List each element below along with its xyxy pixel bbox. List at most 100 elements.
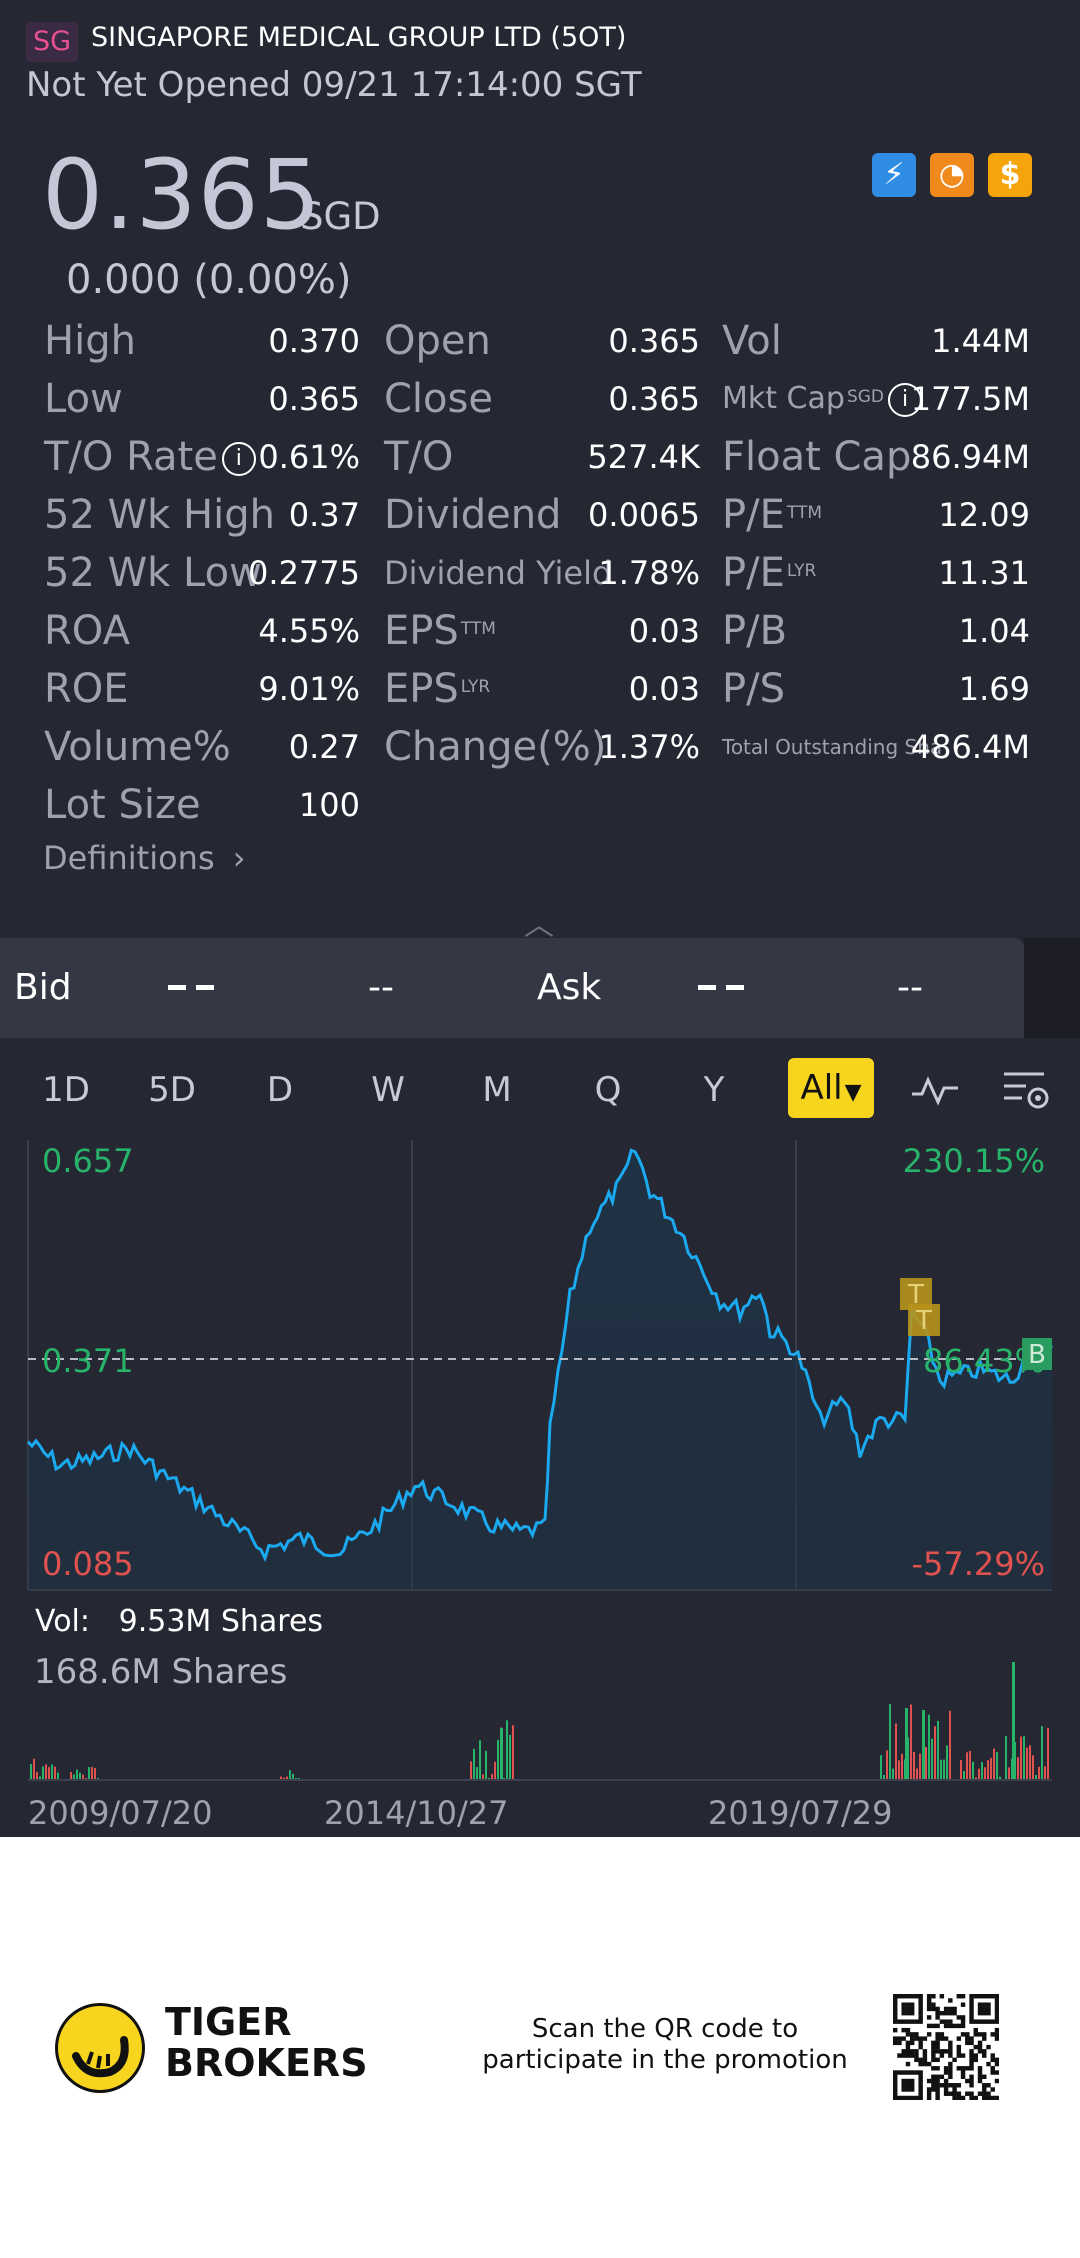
stat-label-text: 52 Wk High: [44, 492, 275, 538]
stat-label-52-wk-low: 52 Wk Low: [44, 549, 262, 597]
volume-bar: [892, 1768, 894, 1780]
volume-bar: [999, 1776, 1001, 1780]
promo-line2: participate in the promotion: [482, 2045, 848, 2075]
stat-value: 100: [298, 786, 360, 824]
definitions-link[interactable]: Definitions ›: [43, 833, 246, 883]
volume-bar: [94, 1767, 96, 1780]
tab-day[interactable]: D: [266, 1070, 294, 1110]
stat-label-text: Open: [384, 318, 491, 364]
stat-value: 1.44M: [931, 322, 1030, 360]
volume-label: Vol:: [35, 1604, 90, 1639]
stat-label-eps-lyr: EPS LYR: [384, 665, 490, 713]
volume-bar: [497, 1739, 499, 1780]
price-axis-mid: 0.371: [42, 1342, 134, 1380]
volume-bar: [1029, 1745, 1031, 1780]
volume-bar: [996, 1751, 998, 1780]
stat-value: 0.370: [268, 322, 360, 360]
volume-bar: [1026, 1747, 1028, 1780]
tab-5d[interactable]: 5D: [148, 1070, 196, 1110]
volume-bar: [898, 1760, 900, 1780]
collapse-chevron-icon[interactable]: ︿: [524, 908, 554, 943]
stat-value: 0.37: [288, 496, 360, 534]
stat-label-lot-size: Lot Size: [44, 781, 201, 829]
stat-label-superscript: TTM: [460, 619, 496, 639]
stat-label-text: ROA: [44, 608, 130, 654]
volume-bars: [30, 1662, 1049, 1780]
definitions-label: Definitions: [43, 839, 215, 877]
volume-bar: [928, 1714, 930, 1780]
price-chart[interactable]: 0.657 0.371 0.085 230.15% 86.43% -57.29%…: [0, 1130, 1080, 1840]
bid-size: --: [368, 967, 394, 1008]
indicator-icon[interactable]: [910, 1072, 960, 1108]
market-status: Not Yet Opened 09/21 17:14:00 SGT: [26, 65, 642, 105]
stat-label-text: Total Outstanding Sha: [722, 735, 943, 759]
qr-code-icon[interactable]: [893, 1994, 999, 2100]
price-axis-top: 0.657: [42, 1142, 134, 1180]
tab-year[interactable]: Y: [703, 1070, 725, 1110]
stat-value: 527.4K: [587, 438, 700, 476]
volume-bar: [984, 1767, 986, 1780]
chart-settings-icon[interactable]: [1000, 1066, 1052, 1114]
stat-value: 0.2775: [248, 554, 360, 592]
stat-label-t-o-rate: T/O Rate i: [44, 433, 256, 481]
volume-bar: [901, 1753, 903, 1780]
brand-line2: BROKERS: [165, 2041, 368, 2085]
dollar-icon[interactable]: $: [988, 153, 1032, 197]
volume-bar: [943, 1759, 945, 1780]
trade-marker-t2-label: T: [915, 1306, 932, 1336]
stat-label-52-wk-high: 52 Wk High: [44, 491, 275, 539]
volume-bar: [960, 1760, 962, 1780]
volume-bar: [886, 1750, 888, 1780]
stat-value: 12.09: [938, 496, 1030, 534]
stat-label-text: T/O Rate: [44, 434, 218, 480]
promo-line1: Scan the QR code to: [531, 2014, 799, 2044]
trade-marker-t2[interactable]: T: [908, 1304, 940, 1336]
stat-label-text: Float Cap: [722, 434, 912, 480]
stat-value: 486.4M: [910, 728, 1030, 766]
tab-all[interactable]: All▼: [788, 1058, 874, 1118]
tab-quarter[interactable]: Q: [594, 1070, 622, 1110]
bid-label: Bid: [14, 967, 72, 1008]
trade-marker-b[interactable]: B: [1022, 1338, 1052, 1370]
volume-bar: [978, 1768, 980, 1780]
volume-bar: [1038, 1766, 1040, 1780]
volume-bar: [470, 1761, 472, 1780]
volume-bar: [476, 1767, 478, 1780]
volume-bar: [79, 1772, 81, 1780]
tab-all-label: All: [800, 1068, 843, 1108]
stat-value: 1.69: [958, 670, 1030, 708]
volume-bar: [966, 1752, 968, 1780]
stat-label-text: Lot Size: [44, 782, 201, 828]
ask-label: Ask: [537, 967, 602, 1008]
volume-bar: [33, 1758, 35, 1780]
stat-label-text: Vol: [722, 318, 782, 364]
volume-bar: [949, 1710, 951, 1780]
volume-readout: Vol: 9.53M Shares: [35, 1600, 323, 1644]
volume-bar: [283, 1777, 285, 1780]
stat-value: 0.365: [268, 380, 360, 418]
volume-bar: [905, 1708, 908, 1780]
lightning-level1-icon[interactable]: ⚡: [872, 153, 916, 197]
volume-bar: [981, 1761, 983, 1780]
volume-bar: [51, 1764, 53, 1780]
trade-marker-t-label: T: [907, 1280, 924, 1310]
volume-bar: [280, 1776, 282, 1780]
volume-bar: [506, 1720, 508, 1780]
volume-bar: [963, 1771, 965, 1780]
stat-label-text: High: [44, 318, 136, 364]
info-icon[interactable]: i: [221, 442, 256, 476]
stat-value: 0.61%: [258, 438, 360, 476]
stat-label-eps-ttm: EPS TTM: [384, 607, 496, 655]
tab-1d[interactable]: 1D: [42, 1070, 90, 1110]
date-tick-2: 2014/10/27: [324, 1794, 509, 1832]
info-icon[interactable]: i: [888, 382, 922, 417]
volume-bar: [895, 1723, 897, 1780]
gauge-icon[interactable]: ◔: [930, 153, 974, 197]
tab-month[interactable]: M: [482, 1070, 512, 1110]
price-axis-bottom: 0.085: [42, 1545, 134, 1583]
volume-bar: [1023, 1736, 1025, 1780]
tab-week[interactable]: W: [371, 1070, 405, 1110]
volume-value: 9.53M Shares: [118, 1604, 324, 1639]
volume-bar: [1017, 1757, 1019, 1780]
stat-label-text: Volume%: [44, 724, 231, 770]
